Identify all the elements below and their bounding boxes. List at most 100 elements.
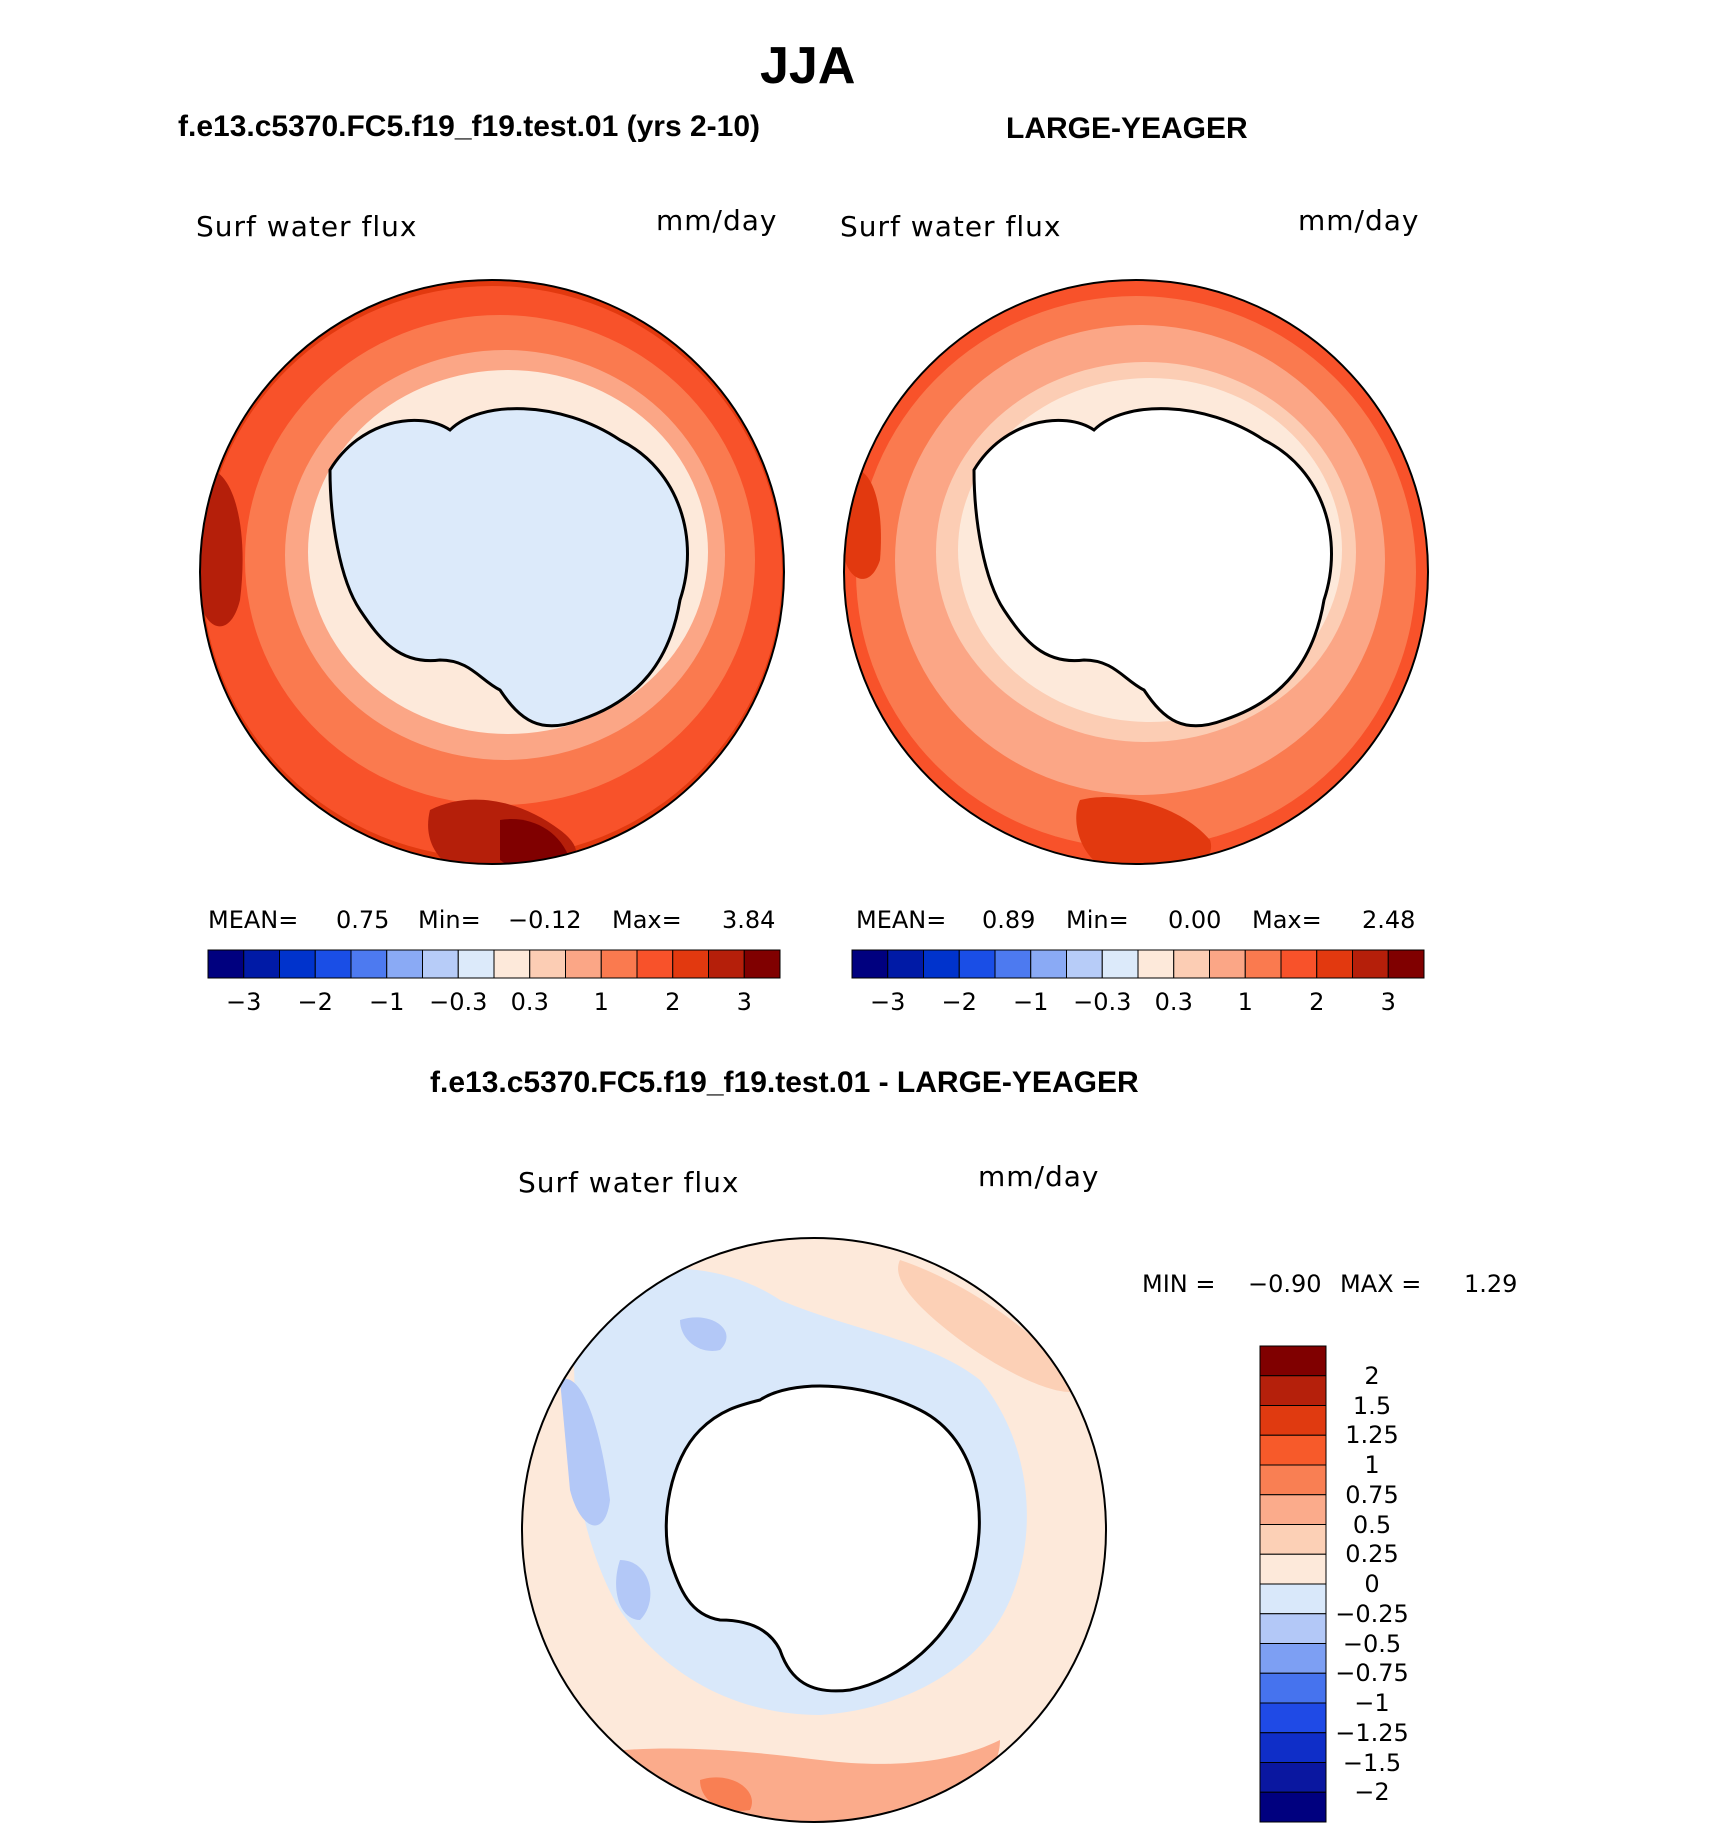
- left-colorbar-tick-label: 0.3: [510, 988, 549, 1016]
- diff-colorbar-swatch: [1259, 1553, 1327, 1585]
- right-colorbar-swatch: [1280, 949, 1318, 979]
- diff-panel-title: f.e13.c5370.FC5.f19_f19.test.01 - LARGE-…: [430, 1066, 1139, 1099]
- right-colorbar-swatch: [1352, 949, 1389, 979]
- diff-colorbar-tick-label: −1.25: [1335, 1718, 1409, 1747]
- diff-colorbar-swatch: [1259, 1613, 1327, 1644]
- diff-units-label: mm/day: [978, 1160, 1100, 1193]
- left-colorbar-swatch: [314, 949, 352, 979]
- diff-pos-patch-ne: [898, 1260, 1080, 1392]
- panel-left-title: f.e13.c5370.FC5.f19_f19.test.01 (yrs 2-1…: [178, 110, 761, 143]
- diff-map: [522, 1238, 1106, 1822]
- left-colorbar-swatch: [243, 949, 280, 979]
- left-antarctica-fill: [330, 408, 688, 726]
- right-units-label: mm/day: [1298, 204, 1420, 237]
- left-colorbar-tick-label: −1: [369, 988, 405, 1016]
- left-coastline: [328, 407, 689, 728]
- diff-min-label: MIN =: [1142, 1270, 1216, 1298]
- diff-colorbar-swatch: [1259, 1345, 1327, 1377]
- right-min-label: Min=: [1066, 906, 1129, 934]
- right-colorbar-swatch: [1316, 949, 1353, 979]
- left-colorbar-swatch: [350, 949, 388, 979]
- left-colorbar-tick-label: −3: [226, 988, 262, 1016]
- right-antarctica-fill: [974, 408, 1332, 726]
- right-variable-label: Surf water flux: [840, 210, 1062, 243]
- diff-colorbar-tick-label: −2: [1354, 1778, 1390, 1807]
- right-colorbar-tick-label: 2: [1309, 988, 1325, 1016]
- diff-colorbar-tick-label: 0: [1364, 1570, 1380, 1598]
- left-colorbar-swatch: [493, 949, 531, 979]
- right-colorbar-tick-label: −3: [870, 988, 906, 1016]
- right-colorbar-swatch: [1137, 949, 1175, 979]
- left-min-label: Min=: [418, 906, 481, 934]
- diff-colorbar-tick-label: −1.5: [1342, 1748, 1402, 1777]
- diff-colorbar: [1259, 1345, 1327, 1823]
- figure-title: JJA: [760, 37, 856, 95]
- diff-antarctica-fill: [666, 1386, 980, 1691]
- right-colorbar-tick-label: 0.3: [1154, 988, 1193, 1016]
- diff-coastline: [664, 1384, 981, 1693]
- diff-colorbar-swatch: [1259, 1583, 1327, 1615]
- right-colorbar-swatch: [923, 949, 960, 979]
- diff-colorbar-swatch: [1259, 1405, 1327, 1436]
- right-map-border: [843, 279, 1429, 865]
- diff-colorbar-swatch: [1259, 1464, 1327, 1496]
- left-mean-label: MEAN=: [208, 906, 299, 934]
- diff-neg-patch-3: [680, 1317, 727, 1351]
- right-colorbar-tick-label: 1: [1237, 988, 1253, 1016]
- right-colorbar-swatch: [1209, 949, 1246, 979]
- left-colorbar-swatch: [565, 949, 602, 979]
- right-colorbar-swatch: [1173, 949, 1210, 979]
- right-colorbar-tick-label: −2: [941, 988, 977, 1016]
- diff-max-value: 1.29: [1464, 1270, 1518, 1298]
- right-colorbar-swatch: [994, 949, 1032, 979]
- right-colorbar-tick-label: 3: [1380, 988, 1396, 1016]
- diff-colorbar-tick-label: 1: [1364, 1451, 1380, 1479]
- diff-colorbar-tick-label: 1.25: [1345, 1421, 1399, 1450]
- diff-colorbar-tick-label: 1.5: [1352, 1391, 1392, 1420]
- left-colorbar-tick-label: 2: [665, 988, 681, 1016]
- diff-colorbar-swatch: [1259, 1375, 1327, 1406]
- left-colorbar-tick-label: −2: [297, 988, 333, 1016]
- right-colorbar-swatch: [887, 949, 924, 979]
- left-colorbar-swatch: [529, 949, 566, 979]
- diff-colorbar-swatch: [1259, 1762, 1327, 1793]
- left-colorbar-swatch: [386, 949, 423, 979]
- diff-colorbar-tick-label: −0.25: [1335, 1599, 1409, 1628]
- diff-colorbar-tick-label: −1: [1354, 1689, 1390, 1717]
- diff-min-value: −0.90: [1248, 1270, 1322, 1298]
- left-colorbar-swatch: [207, 949, 245, 979]
- left-min-value: −0.12: [508, 906, 582, 934]
- left-colorbar-swatch: [279, 949, 316, 979]
- left-map: [200, 280, 784, 864]
- left-colorbar-swatch: [708, 949, 745, 979]
- diff-colorbar-swatch: [1259, 1702, 1327, 1734]
- right-min-value: 0.00: [1168, 906, 1222, 934]
- left-max-label: Max=: [612, 906, 682, 934]
- diff-colorbar-swatch: [1259, 1732, 1327, 1763]
- diff-colorbar-tick-label: −0.5: [1342, 1629, 1402, 1658]
- right-colorbar-swatch: [1244, 949, 1282, 979]
- right-colorbar-swatch: [1030, 949, 1067, 979]
- diff-colorbar-swatch: [1259, 1434, 1327, 1466]
- diff-map-border: [521, 1237, 1107, 1823]
- left-map-border: [199, 279, 785, 865]
- left-colorbar-swatch: [672, 949, 709, 979]
- diff-colorbar-tick-label: 2: [1364, 1361, 1380, 1390]
- diff-colorbar-swatch: [1259, 1672, 1327, 1704]
- left-colorbar-tick-label: 3: [736, 988, 752, 1016]
- right-max-label: Max=: [1252, 906, 1322, 934]
- diff-colorbar-swatch: [1259, 1494, 1327, 1525]
- left-colorbar-swatch: [422, 949, 459, 979]
- left-units-label: mm/day: [656, 204, 778, 237]
- diff-colorbar-swatch: [1259, 1643, 1327, 1674]
- right-colorbar-tick-label: −0.3: [1073, 988, 1132, 1016]
- right-colorbar-swatch: [1066, 949, 1103, 979]
- left-mean-value: 0.75: [336, 906, 390, 934]
- diff-colorbar-tick-label: 0.25: [1345, 1540, 1399, 1569]
- diff-colorbar-tick-label: 0.75: [1345, 1480, 1399, 1509]
- right-coastline: [972, 407, 1333, 728]
- right-colorbar-swatch: [958, 949, 996, 979]
- right-mean-value: 0.89: [982, 906, 1036, 934]
- left-colorbar-swatch: [600, 949, 638, 979]
